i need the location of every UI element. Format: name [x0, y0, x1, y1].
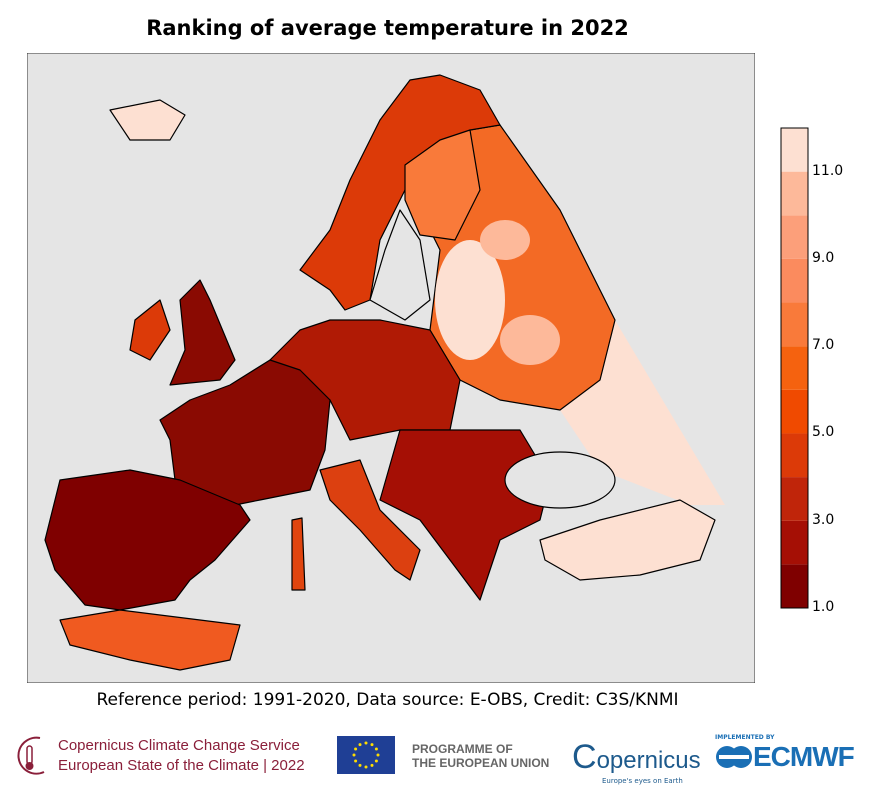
baltic-sea — [369, 209, 431, 321]
region-north-africa — [59, 609, 241, 671]
colorbar-tick: 5.0 — [812, 424, 835, 441]
colorbar-bin — [781, 302, 808, 347]
map-title: Ranking of average temperature in 2022 — [146, 16, 629, 40]
region-italy — [319, 459, 421, 581]
copernicus-c: C — [572, 738, 597, 776]
copernicus-word: opernicus — [596, 747, 701, 774]
eu-star — [358, 763, 362, 767]
copernicus-tagline: Europe's eyes on Earth — [602, 777, 683, 785]
region-scandinavia — [299, 74, 501, 311]
eu-flag-logo — [337, 736, 395, 774]
colorbar-tick: 11.0 — [812, 162, 844, 179]
colorbar — [780, 127, 809, 609]
eu-star — [374, 759, 378, 763]
region-great-britain — [169, 279, 236, 386]
eu-star — [354, 759, 358, 763]
region-central-europe — [269, 319, 461, 441]
c3s-logo: Copernicus Climate Change Service Europe… — [10, 734, 305, 778]
c3s-line1: Copernicus Climate Change Service — [58, 737, 300, 754]
region-light-blob — [435, 240, 505, 360]
copernicus-logo: Copernicus Europe's eyes on Earth — [572, 736, 701, 785]
colorbar-bin — [781, 346, 808, 390]
eu-star — [370, 763, 374, 767]
region-ireland — [129, 299, 171, 361]
colorbar-bin — [781, 520, 808, 565]
c3s-line2: European State of the Climate | 2022 — [58, 757, 305, 774]
colorbar-tick: 3.0 — [812, 511, 835, 528]
colorbar-bin — [781, 171, 808, 216]
ecmwf-mark-icon — [716, 746, 752, 768]
region-corsica-sardinia — [291, 517, 306, 591]
eu-star — [364, 765, 368, 769]
colorbar-tick: 7.0 — [812, 337, 835, 354]
colorbar-bin — [781, 477, 808, 521]
colorbar-bin — [781, 564, 808, 608]
ecmwf-implemented: IMPLEMENTED BY — [715, 734, 775, 741]
colorbar-border — [780, 127, 809, 609]
eu-star — [352, 753, 356, 757]
region-turkey — [539, 499, 716, 581]
thermometer-icon — [17, 736, 45, 775]
programme-line1: PROGRAMME OF — [412, 742, 513, 756]
eu-star — [374, 747, 378, 751]
region-iberia — [44, 469, 251, 611]
region-iceland — [109, 99, 186, 141]
eu-star — [376, 753, 380, 757]
colorbar-tick: 9.0 — [812, 249, 835, 266]
credit-text: Reference period: 1991-2020, Data source… — [96, 690, 679, 710]
europe-map — [27, 53, 755, 683]
eu-star — [354, 747, 358, 751]
region-france — [159, 359, 331, 506]
programme-line2: THE EUROPEAN UNION — [412, 756, 550, 770]
region-light-blob — [500, 315, 560, 365]
colorbar-tick: 1.0 — [812, 599, 835, 615]
region-light-blob — [480, 220, 530, 260]
ecmwf-word: ECMWF — [753, 741, 855, 772]
eu-star — [358, 743, 362, 747]
eu-star — [370, 743, 374, 747]
footer-logos: Copernicus Climate Change Service Europe… — [0, 730, 880, 785]
ecmwf-logo: IMPLEMENTED BY ECMWF — [715, 734, 855, 773]
black-sea — [504, 451, 616, 509]
colorbar-bin — [781, 258, 808, 303]
colorbar-bin — [781, 433, 808, 478]
colorbar-bin — [781, 128, 808, 172]
colorbar-bin — [781, 215, 808, 259]
colorbar-bin — [781, 389, 808, 434]
programme-text: PROGRAMME OF THE EUROPEAN UNION — [412, 742, 549, 770]
eu-star — [364, 741, 368, 745]
region-finland — [404, 129, 481, 241]
